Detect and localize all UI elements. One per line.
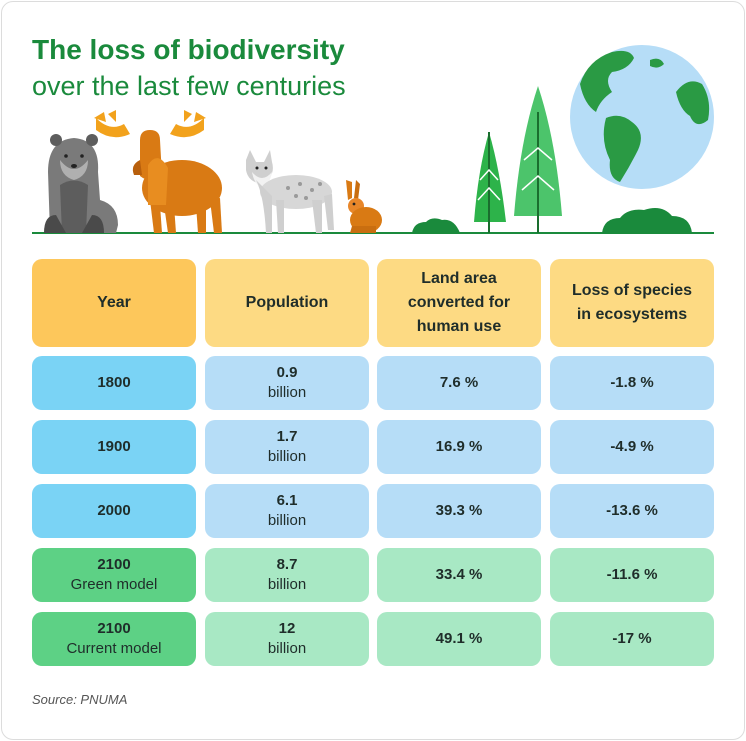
- column-header-text: Land area: [421, 270, 497, 287]
- land-area-cell: 33.4 %: [377, 548, 541, 602]
- bush-icon-right: [602, 208, 692, 233]
- population-unit: billion: [267, 512, 307, 529]
- population-cell: 12 billion: [205, 612, 369, 666]
- column-header-text: Year: [97, 294, 131, 311]
- species-loss-cell: -1.8 %: [550, 356, 714, 410]
- column-header-text: converted for: [407, 294, 511, 311]
- model-label: Current model: [66, 640, 162, 657]
- land-area-value: 7.6 %: [439, 374, 479, 391]
- illustration: [32, 45, 714, 234]
- column-header: Year: [32, 259, 196, 347]
- land-area-value: 49.1 %: [435, 630, 483, 647]
- population-unit: billion: [267, 448, 307, 465]
- species-loss-value: -4.9 %: [610, 438, 654, 455]
- year-label: 2100: [97, 556, 131, 573]
- land-area-cell: 16.9 %: [377, 420, 541, 474]
- year-cell: 2000: [32, 484, 196, 538]
- column-header-text: human use: [416, 318, 502, 335]
- year-cell: 2100 Current model: [32, 612, 196, 666]
- species-loss-cell: -13.6 %: [550, 484, 714, 538]
- year-cell: 1900: [32, 420, 196, 474]
- land-area-cell: 49.1 %: [377, 612, 541, 666]
- year-label: 1900: [97, 438, 131, 455]
- population-cell: 8.7 billion: [205, 548, 369, 602]
- bear-icon: [44, 134, 118, 233]
- population-cell: 6.1 billion: [205, 484, 369, 538]
- column-header-text: in ecosystems: [576, 306, 688, 323]
- column-header: Loss of species in ecosystems: [550, 259, 714, 347]
- column-header: Population: [205, 259, 369, 347]
- species-loss-cell: -17 %: [550, 612, 714, 666]
- land-area-cell: 7.6 %: [377, 356, 541, 410]
- model-label: Green model: [70, 576, 158, 593]
- species-loss-value: -1.8 %: [610, 374, 654, 391]
- species-loss-cell: -11.6 %: [550, 548, 714, 602]
- chart-subtitle: over the last few centuries: [32, 71, 346, 101]
- hare-icon: [346, 180, 382, 233]
- land-area-cell: 39.3 %: [377, 484, 541, 538]
- species-loss-value: -17 %: [612, 630, 652, 647]
- population-cell: 0.9 billion: [205, 356, 369, 410]
- source-note: Source: PNUMA: [32, 692, 128, 707]
- year-cell: 1800: [32, 356, 196, 410]
- lynx-icon: [246, 150, 334, 233]
- year-cell: 2100 Green model: [32, 548, 196, 602]
- species-loss-value: -11.6 %: [606, 566, 658, 583]
- column-header-text: Loss of species: [571, 282, 693, 299]
- globe-icon: [570, 45, 714, 189]
- chart-title: The loss of biodiversity: [32, 34, 345, 65]
- population-value: 0.9: [276, 364, 298, 381]
- tree-icon-tall: [514, 86, 562, 233]
- column-header: Land area converted for human use: [377, 259, 541, 347]
- land-area-value: 16.9 %: [435, 438, 483, 455]
- year-label: 2100: [97, 620, 131, 637]
- population-value: 8.7: [276, 556, 298, 573]
- population-value: 6.1: [276, 492, 298, 509]
- species-loss-cell: -4.9 %: [550, 420, 714, 474]
- population-unit: billion: [267, 384, 307, 401]
- tree-icon: [474, 132, 506, 233]
- land-area-value: 39.3 %: [435, 502, 483, 519]
- land-area-value: 33.4 %: [435, 566, 483, 583]
- population-unit: billion: [267, 576, 307, 593]
- bush-icon: [412, 218, 460, 233]
- population-cell: 1.7 billion: [205, 420, 369, 474]
- year-label: 1800: [97, 374, 131, 391]
- column-header-text: Population: [245, 294, 329, 311]
- population-value: 12: [278, 620, 296, 637]
- species-loss-value: -13.6 %: [606, 502, 658, 519]
- population-value: 1.7: [276, 428, 298, 445]
- moose-icon: [94, 110, 222, 233]
- population-unit: billion: [267, 640, 307, 657]
- year-label: 2000: [97, 502, 131, 519]
